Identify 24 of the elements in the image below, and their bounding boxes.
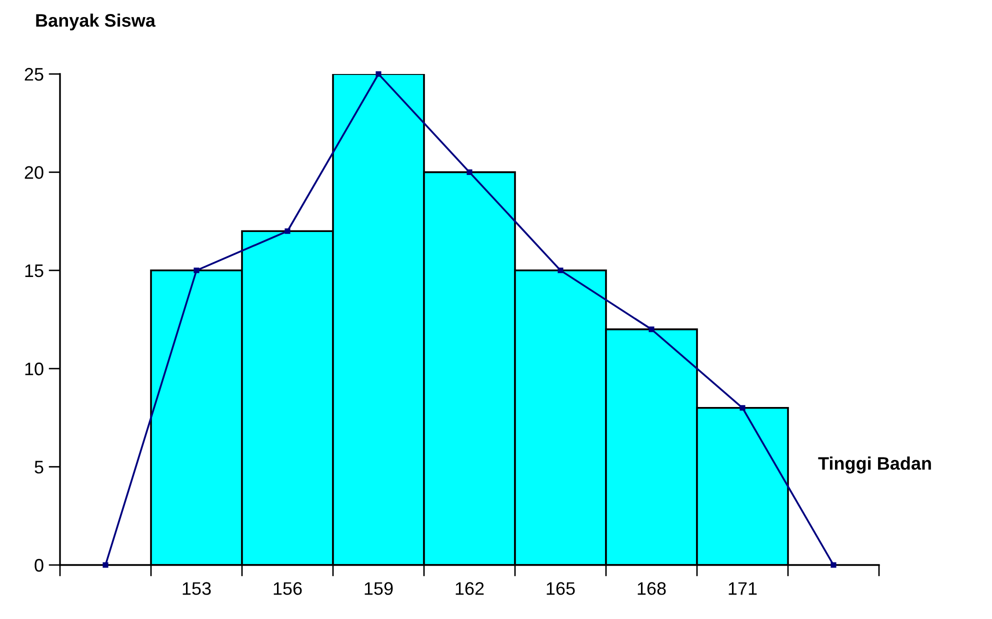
point [830, 562, 836, 568]
x-tick-label: 153 [182, 582, 211, 595]
point [376, 71, 382, 77]
y-axis-title: Banyak Siswa [36, 14, 156, 30]
point [558, 268, 564, 274]
y-tick-label: 10 [25, 362, 44, 376]
y-tick-label: 15 [25, 264, 44, 278]
y-tick-label: 25 [24, 68, 44, 81]
y-tick-label: 20 [24, 166, 44, 179]
x-tick-label: 165 [546, 582, 575, 595]
x-tick-label: 159 [364, 582, 393, 595]
x-tick-label: 156 [274, 582, 302, 595]
point [284, 228, 290, 234]
y-tick-label: 5 [34, 460, 44, 474]
point [194, 268, 200, 274]
point [740, 405, 746, 411]
point [648, 326, 654, 332]
x-tick-label: 162 [456, 582, 484, 595]
y-tick-label: 0 [34, 558, 44, 572]
point [102, 562, 108, 568]
point [466, 169, 472, 175]
x-tick-label: 171 [728, 582, 757, 595]
x-axis-title: Tinggi Badan [818, 456, 931, 474]
x-tick-label: 168 [638, 582, 666, 595]
